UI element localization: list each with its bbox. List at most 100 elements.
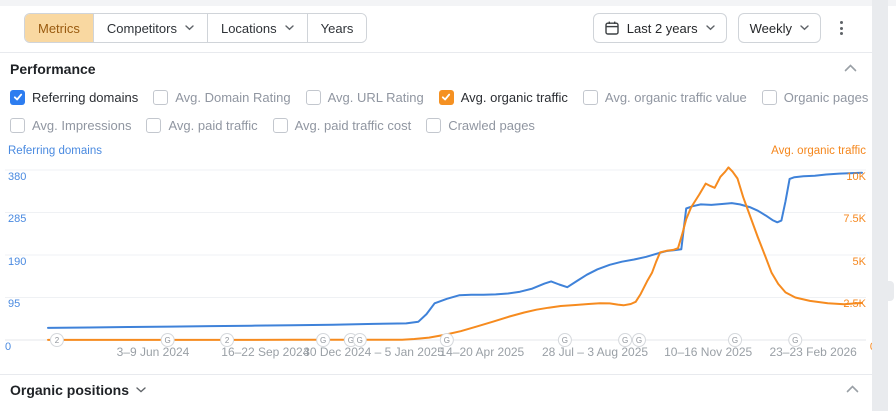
svg-text:G: G xyxy=(165,336,171,345)
metric-checkbox-avg-url-rating[interactable]: Avg. URL Rating xyxy=(305,89,424,105)
timeline-marker[interactable]: G xyxy=(618,333,633,347)
timeline-marker[interactable]: G xyxy=(557,333,572,347)
timeline-marker[interactable]: 2 xyxy=(220,333,235,347)
svg-text:G: G xyxy=(444,336,450,345)
granularity-button[interactable]: Weekly xyxy=(737,13,821,43)
checkbox xyxy=(305,89,321,105)
chevron-down-icon xyxy=(136,387,146,393)
granularity-label: Weekly xyxy=(749,20,792,36)
timeline-marker[interactable]: G xyxy=(728,333,743,347)
right-axis-tick: 7.5K xyxy=(843,213,866,225)
scrollbar-track[interactable] xyxy=(872,0,888,411)
kebab-menu-icon[interactable] xyxy=(832,16,850,40)
timeline-marker[interactable]: G xyxy=(631,333,646,347)
top-band xyxy=(0,0,896,6)
timeline-marker[interactable]: G xyxy=(352,333,367,347)
view-tab-label: Competitors xyxy=(106,20,177,36)
view-tab-competitors[interactable]: Competitors xyxy=(93,14,208,42)
view-tab-label: Years xyxy=(320,20,354,36)
metric-label: Avg. paid traffic xyxy=(168,117,258,133)
svg-text:G: G xyxy=(636,336,642,345)
view-tab-label: Metrics xyxy=(38,20,80,36)
x-axis-label: 28 Jul – 3 Aug 2025 xyxy=(541,345,649,359)
view-tab-label: Locations xyxy=(220,20,277,36)
svg-text:2: 2 xyxy=(55,336,60,345)
metric-label: Crawled pages xyxy=(448,117,535,133)
left-axis-tick: 285 xyxy=(8,213,27,225)
x-axis-label: 16–22 Sep 2024 xyxy=(221,345,310,359)
metric-label: Avg. organic traffic xyxy=(460,89,568,105)
left-axis-tick: 190 xyxy=(8,255,27,268)
chevron-down-icon xyxy=(705,25,715,31)
metric-label: Organic pages xyxy=(783,89,869,105)
svg-text:G: G xyxy=(320,336,326,345)
toolbar: Metrics Competitors Locations Years Last 2 … xyxy=(24,13,850,43)
date-range-label: Last 2 years xyxy=(626,20,698,36)
chevron-down-icon xyxy=(185,25,194,31)
checkbox xyxy=(10,89,25,105)
timeline-marker[interactable]: G xyxy=(160,333,175,347)
scrollbar-thumb[interactable] xyxy=(872,281,894,301)
metric-checkbox-avg-paid-traffic[interactable]: Avg. paid traffic xyxy=(146,117,258,133)
svg-text:G: G xyxy=(357,336,363,345)
chevron-down-icon xyxy=(284,25,294,31)
metric-checkbox-avg-organic-traffic[interactable]: Avg. organic traffic xyxy=(438,89,568,105)
metric-label: Referring domains xyxy=(32,89,139,105)
metric-label: Avg. paid traffic cost xyxy=(294,117,412,133)
metric-label: Avg. organic traffic value xyxy=(604,89,747,105)
collapse-performance-icon[interactable] xyxy=(844,64,857,72)
metric-checkbox-avg-domain-rating[interactable]: Avg. Domain Rating xyxy=(153,89,291,105)
metrics-row-1: Referring domains Avg. Domain Rating Avg. … xyxy=(10,87,868,107)
right-axis-tick: 5K xyxy=(852,255,866,268)
performance-title: Performance xyxy=(10,61,96,77)
checkbox xyxy=(438,89,454,105)
left-axis-tick: 95 xyxy=(8,298,21,310)
view-tab-locations[interactable]: Locations xyxy=(207,14,308,42)
left-axis-tick: 0 xyxy=(5,340,12,353)
divider xyxy=(0,52,878,53)
metric-checkbox-crawled-pages[interactable]: Crawled pages xyxy=(426,117,535,133)
x-axis-label: 23–23 Feb 2026 xyxy=(769,345,857,359)
divider xyxy=(0,374,878,375)
metric-checkbox-avg-organic-traffic-value[interactable]: Avg. organic traffic value xyxy=(582,89,747,105)
collapse-organic-icon[interactable] xyxy=(846,385,859,393)
metric-checkbox-avg-paid-traffic-cost[interactable]: Avg. paid traffic cost xyxy=(272,117,412,133)
x-axis-label: 3–9 Jun 2024 xyxy=(116,345,190,359)
view-switcher: Metrics Competitors Locations Years xyxy=(24,13,368,43)
calendar-icon xyxy=(605,21,619,35)
metric-label: Avg. URL Rating xyxy=(327,89,424,105)
right-axis-title: Avg. organic traffic xyxy=(771,145,866,157)
x-axis-label: 30 Dec 2024 – 5 Jan 2025 xyxy=(303,345,444,359)
checkbox xyxy=(146,117,162,133)
svg-text:G: G xyxy=(622,336,628,345)
metric-label: Avg. Domain Rating xyxy=(175,89,291,105)
check-icon xyxy=(13,93,22,101)
view-tab-metrics[interactable]: Metrics xyxy=(25,14,94,42)
timeline-marker[interactable]: G xyxy=(788,333,803,347)
checkbox xyxy=(272,117,288,133)
checkbox xyxy=(153,89,169,105)
checkbox xyxy=(761,89,777,105)
metric-checkbox-avg-impressions[interactable]: Avg. Impressions xyxy=(10,117,131,133)
view-tab-years[interactable]: Years xyxy=(307,14,367,42)
svg-text:G: G xyxy=(732,336,738,345)
timeline-marker[interactable]: 2 xyxy=(49,333,64,347)
metric-checkbox-referring-domains[interactable]: Referring domains xyxy=(10,89,139,105)
date-range-button[interactable]: Last 2 years xyxy=(592,13,727,43)
toolbar-right: Last 2 years Weekly xyxy=(592,13,850,43)
x-axis-label: 10–16 Nov 2025 xyxy=(664,345,753,359)
organic-positions-header[interactable]: Organic positions xyxy=(10,382,146,398)
metric-checkbox-organic-pages[interactable]: Organic pages xyxy=(761,89,869,105)
right-axis-tick: 10K xyxy=(846,170,866,183)
timeline-marker[interactable]: G xyxy=(316,333,331,347)
svg-text:G: G xyxy=(792,336,798,345)
svg-text:2: 2 xyxy=(225,336,230,345)
checkbox xyxy=(426,117,442,133)
left-axis-title: Referring domains xyxy=(8,145,102,157)
metrics-row-2: Avg. Impressions Avg. paid traffic Avg. pa… xyxy=(10,115,535,135)
left-axis-tick: 380 xyxy=(8,170,27,183)
check-icon xyxy=(442,93,451,101)
timeline-marker[interactable]: G xyxy=(439,333,454,347)
